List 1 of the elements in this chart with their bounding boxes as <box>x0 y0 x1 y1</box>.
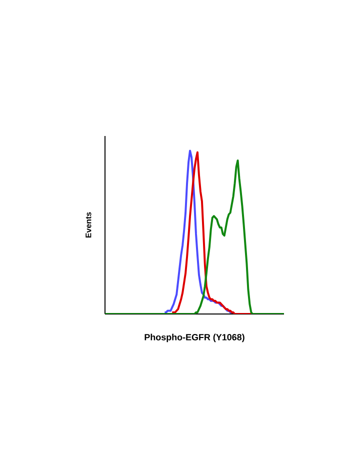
x-axis-title: Phospho-EGFR (Y1068) <box>144 334 244 342</box>
